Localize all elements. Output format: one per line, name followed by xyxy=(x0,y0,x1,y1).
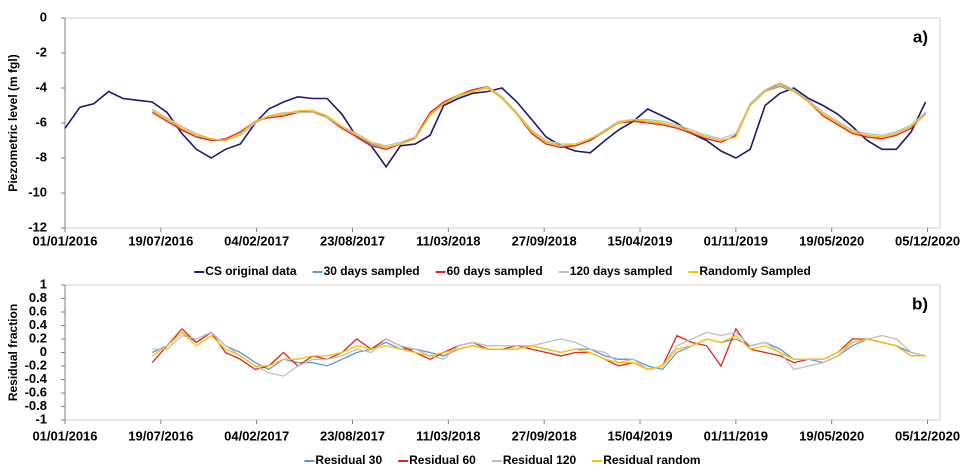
legend-label: Residual random xyxy=(603,453,700,467)
y-tick-label: -12 xyxy=(28,219,47,234)
legend: Residual 30 Residual 60 Residual 120 Residu… xyxy=(304,453,701,467)
y-tick-label: -8 xyxy=(35,149,47,164)
legend-label: 60 days sampled xyxy=(447,264,543,278)
y-tick-label: -6 xyxy=(35,114,47,129)
y-tick-label: -4 xyxy=(35,79,47,94)
y-tick-label: -1 xyxy=(35,411,47,426)
y-tick-label: 0.2 xyxy=(29,330,47,345)
x-tick-label: 19/07/2016 xyxy=(128,233,193,248)
y-axis-label: Piezometric level (m fgl) xyxy=(6,54,20,191)
y-tick-label: 0.6 xyxy=(29,303,47,318)
legend-label: CS original data xyxy=(205,264,297,278)
x-tick-label: 01/01/2016 xyxy=(32,233,97,248)
series-line xyxy=(152,331,926,377)
x-tick-label: 11/03/2018 xyxy=(416,233,480,248)
legend-label: Residual 60 xyxy=(409,453,476,467)
y-tick-label: -10 xyxy=(28,184,47,199)
x-tick-label: 01/11/2019 xyxy=(704,428,768,443)
x-tick-label: 05/12/2020 xyxy=(895,233,960,248)
x-tick-label: 19/05/2020 xyxy=(799,233,864,248)
y-tick-label: 1 xyxy=(40,276,47,291)
x-tick-label: 23/08/2017 xyxy=(320,233,385,248)
series-line xyxy=(151,327,926,371)
legend-label: Residual 120 xyxy=(503,453,577,467)
y-axis-label: Residual fraction xyxy=(6,304,20,401)
plot-frame xyxy=(64,17,941,229)
y-tick-label: 0.8 xyxy=(29,290,47,305)
panel-label: b) xyxy=(912,294,928,313)
y-tick-label: 0.4 xyxy=(29,317,48,332)
series-line xyxy=(64,87,927,169)
legend-label: Residual 30 xyxy=(315,453,382,467)
y-tick-label: -2 xyxy=(35,44,47,59)
y-tick-label: -0.2 xyxy=(25,357,47,372)
y-tick-label: -0.6 xyxy=(25,384,47,399)
x-tick-label: 04/02/2017 xyxy=(224,233,289,248)
x-tick-label: 04/02/2017 xyxy=(224,428,289,443)
x-tick-label: 27/09/2018 xyxy=(512,233,577,248)
y-tick-label: -0.8 xyxy=(25,398,47,413)
legend-label: 120 days sampled xyxy=(570,264,673,278)
plot-frame xyxy=(64,284,941,421)
y-tick-label: -0.4 xyxy=(25,371,48,386)
x-tick-label: 15/04/2019 xyxy=(607,428,672,443)
x-tick-label: 11/03/2018 xyxy=(416,428,480,443)
x-tick-label: 23/08/2017 xyxy=(320,428,385,443)
x-tick-label: 19/07/2016 xyxy=(128,428,193,443)
series-line xyxy=(151,81,927,147)
y-tick-label: 0 xyxy=(40,344,47,359)
x-tick-label: 19/05/2020 xyxy=(799,428,864,443)
panel-label: a) xyxy=(913,27,928,46)
legend-label: Randomly Sampled xyxy=(699,264,810,278)
x-tick-label: 05/12/2020 xyxy=(895,428,960,443)
legend-label: 30 days sampled xyxy=(324,264,420,278)
legend: CS original data 30 days sampled 60 days s… xyxy=(194,264,811,278)
x-tick-label: 01/11/2019 xyxy=(704,233,768,248)
series-line xyxy=(151,83,927,149)
x-tick-label: 27/09/2018 xyxy=(512,428,577,443)
series-line xyxy=(151,331,926,371)
x-tick-label: 15/04/2019 xyxy=(607,233,672,248)
x-tick-label: 01/01/2016 xyxy=(32,428,97,443)
y-tick-label: 0 xyxy=(40,9,47,24)
